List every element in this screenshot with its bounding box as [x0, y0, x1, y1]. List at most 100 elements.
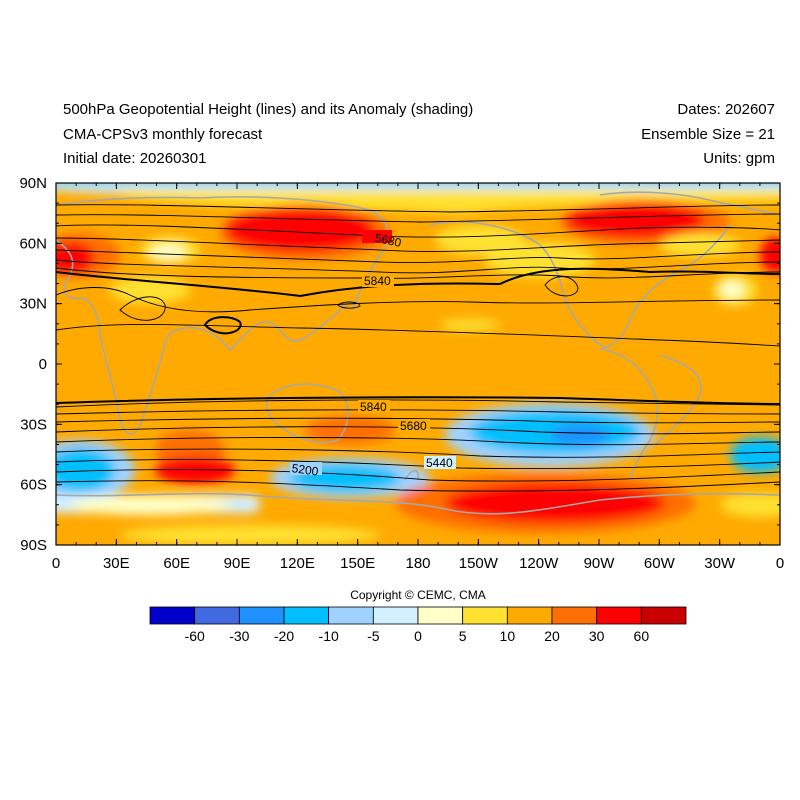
colorbar-label: 0 [414, 628, 422, 644]
colorbar-label: 10 [500, 628, 516, 644]
contour-label: 5200 [291, 461, 320, 479]
contour-nh-9 [56, 323, 780, 347]
nh-anomaly-high-2 [565, 202, 705, 238]
contour-5840-closed [203, 316, 242, 335]
sh-anomaly-high-aus [305, 416, 395, 444]
lat-tick-label: 30N [19, 296, 47, 313]
contour-label-group: 5680 5840 5840 5680 5440 5200 [290, 230, 456, 479]
initial-date: Initial date: 20260301 [63, 150, 207, 167]
colorbar-box [194, 606, 240, 625]
colorbar-label: 20 [544, 628, 560, 644]
contour-nh-6 [56, 259, 780, 274]
colorbar-box [506, 606, 553, 625]
eurasia-north-coast [56, 196, 390, 311]
north-america-east-coast [599, 224, 731, 351]
contour-sh-5 [56, 437, 780, 446]
model-name: CMA-CPSv3 monthly forecast [63, 126, 263, 143]
lat-tick-label: 30S [20, 416, 47, 433]
colorbar-box [283, 606, 330, 625]
height-contours-bold [56, 267, 780, 405]
new-zealand-coast [404, 469, 420, 481]
colorbar-box [372, 606, 419, 625]
contour-sh-4 [56, 426, 780, 435]
copyright-text: Copyright © CEMC, CMA [350, 588, 486, 602]
colorbar-label: -5 [367, 628, 380, 644]
lon-tick-label: 180 [405, 555, 430, 572]
contour-sh-1 [56, 399, 780, 408]
arctic-yellow [120, 190, 780, 214]
africa-coast [56, 239, 169, 435]
colorbar-label: -60 [185, 628, 205, 644]
colorbar-box [596, 606, 642, 625]
colorbar-label: -20 [274, 628, 294, 644]
contour-sh-9 [56, 480, 780, 492]
north-america-west-coast [429, 221, 606, 349]
contour-label: 5840 [364, 274, 391, 288]
colorbar-label: 60 [634, 628, 650, 644]
height-contours [56, 204, 780, 492]
anomaly-shading [56, 183, 780, 545]
lat-tick-label: 60S [20, 477, 47, 494]
lon-tick-label: 60W [644, 555, 676, 572]
contour-nh-3 [56, 224, 780, 238]
colorbar-box [238, 606, 285, 625]
contour-5840-nh [56, 267, 780, 298]
forecast-dates: Dates: 202607 [677, 101, 775, 118]
contour-closed-1 [119, 296, 166, 321]
contour-sh-6 [56, 448, 780, 458]
contour-sh-8 [56, 469, 780, 482]
lon-tick-label: 0 [52, 555, 60, 572]
south-america-coast [604, 349, 659, 481]
contour-nh-8 [56, 287, 780, 313]
lon-tick-label: 60E [163, 555, 190, 572]
contour-nh-2 [56, 213, 780, 223]
contour-label: 5680 [400, 419, 427, 433]
contour-closed-3 [337, 301, 361, 309]
units-label: Units: gpm [703, 150, 775, 167]
lon-tick-label: 150W [459, 555, 499, 572]
lon-tick-label: 120W [519, 555, 559, 572]
colorbar-box [551, 606, 598, 625]
coastlines [56, 191, 780, 515]
colorbar-labels: -60 -30 -20 -10 -5 0 5 10 20 30 60 [185, 628, 650, 644]
contour-label: 5440 [426, 456, 453, 470]
lat-tick-label: 60N [19, 235, 47, 252]
colorbar-label: 30 [589, 628, 605, 644]
ensemble-size: Ensemble Size = 21 [641, 126, 775, 143]
lon-tick-label: 30W [704, 555, 736, 572]
lat-tick-label: 0 [39, 356, 47, 373]
contour-nh-7 [56, 267, 780, 279]
colorbar-box [640, 606, 687, 625]
colorbar-box [462, 606, 508, 625]
lat-tick-label: 90S [20, 537, 47, 554]
lat-tick-label: 90N [19, 175, 47, 192]
lon-tick-label: 30E [103, 555, 130, 572]
longitude-labels: 0 30E 60E 90E 120E 150E 180 150W 120W 90W 60W 30W 0 [52, 555, 784, 572]
contour-nh-1 [56, 204, 780, 213]
contour-closed-2 [544, 276, 579, 297]
lon-tick-label: 90E [224, 555, 251, 572]
contour-nh-5 [56, 249, 780, 264]
nh-anomaly-high-1 [225, 208, 375, 252]
australia-coast [266, 383, 349, 444]
lon-tick-label: 120E [280, 555, 315, 572]
colorbar [149, 606, 687, 625]
colorbar-box [328, 606, 374, 625]
axis-ticks [55, 182, 781, 546]
lon-tick-label: 90W [584, 555, 616, 572]
latitude-labels: 90N 60N 30N 0 30S 60S 90S [19, 175, 47, 554]
contour-label: 5680 [374, 231, 403, 250]
contour-sh-2 [56, 409, 780, 415]
contour-sh-3 [56, 417, 780, 424]
antarctica-coast [56, 492, 780, 515]
contour-nh-4 [56, 237, 780, 252]
lon-tick-label: 150E [340, 555, 375, 572]
colorbar-box [149, 606, 196, 625]
map-title: 500hPa Geopotential Height (lines) and i… [63, 101, 474, 118]
contour-5840-sh [56, 396, 780, 405]
contour-label: 5840 [360, 400, 387, 414]
colorbar-box [417, 606, 464, 625]
colorbar-label: 5 [459, 628, 467, 644]
colorbar-label: -10 [319, 628, 339, 644]
